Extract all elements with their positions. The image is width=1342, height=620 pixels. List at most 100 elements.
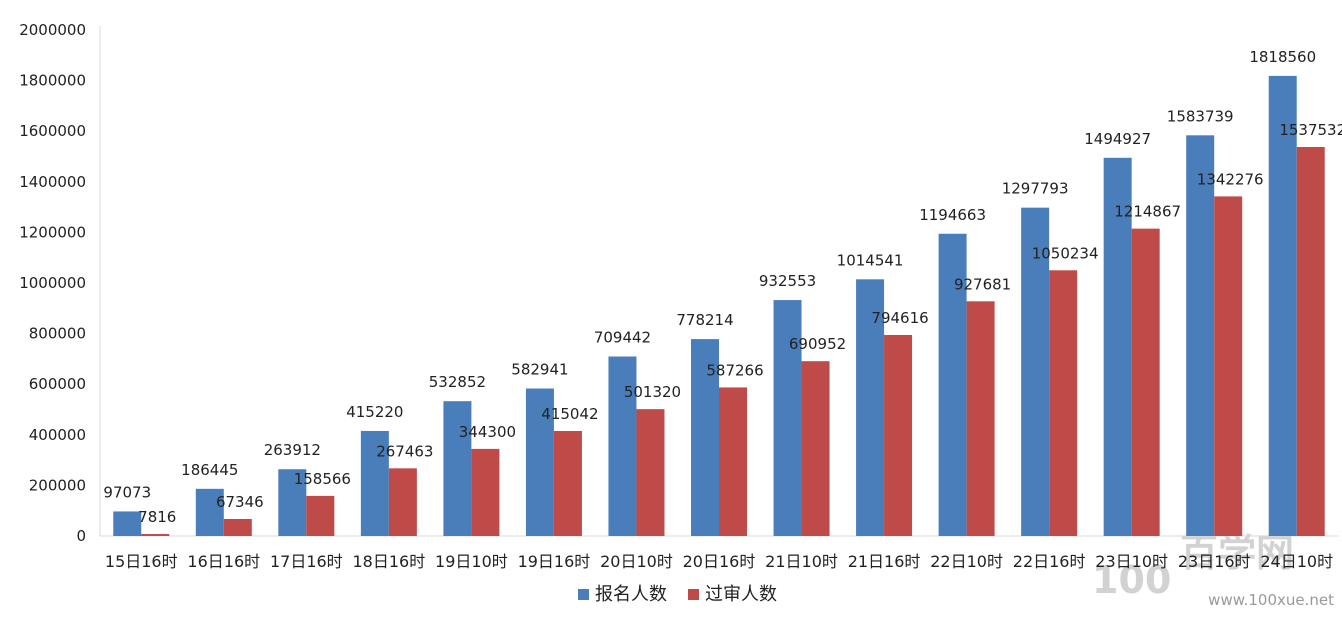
y-tick-label: 1000000 xyxy=(19,274,86,292)
data-label-series-2: 501320 xyxy=(624,383,681,401)
bar-series-1 xyxy=(691,339,719,536)
data-label-series-2: 794616 xyxy=(871,309,928,327)
bar-series-1 xyxy=(1021,207,1050,536)
y-tick-label: 0 xyxy=(76,527,86,545)
x-tick-label: 22日16时 xyxy=(1013,552,1086,571)
data-label-series-2: 158566 xyxy=(294,470,351,488)
data-label-series-1: 1583739 xyxy=(1167,107,1234,125)
bar-series-2 xyxy=(1049,270,1078,536)
bar-series-2 xyxy=(801,361,830,536)
bar-series-1 xyxy=(856,279,885,536)
data-label-series-2: 67346 xyxy=(216,493,264,511)
bar-series-1 xyxy=(113,511,142,536)
x-axis-labels: 15日16时 16日16时 17日16时 18日16时 19日10时 19日16时 20日1… xyxy=(105,552,1333,571)
bar-series-2 xyxy=(553,430,582,536)
x-tick-label: 18日16时 xyxy=(352,552,425,571)
bar-series-1 xyxy=(278,469,307,536)
data-label-series-1: 97073 xyxy=(103,483,151,501)
y-axis: 0 200000 400000 600000 800000 1000000 1200000 1… xyxy=(19,21,1338,545)
data-label-series-2: 344300 xyxy=(459,423,516,441)
data-label-series-1: 186445 xyxy=(181,461,238,479)
data-label-series-1: 415220 xyxy=(346,403,403,421)
bar-series-2 xyxy=(1296,147,1325,537)
x-tick-label: 15日16时 xyxy=(105,552,178,571)
x-tick-label: 23日10时 xyxy=(1095,552,1168,571)
legend-swatch xyxy=(578,589,589,600)
x-tick-label: 20日16时 xyxy=(683,552,756,571)
y-tick-label: 400000 xyxy=(29,426,86,444)
bar-series-2 xyxy=(223,518,252,536)
bar-series-2 xyxy=(141,534,170,536)
data-labels: 97073 7816 186445 67346 263912 158566 415220 26… xyxy=(103,48,1342,526)
data-label-series-2: 1050234 xyxy=(1032,244,1099,262)
data-label-series-2: 927681 xyxy=(954,275,1011,293)
watermark-url: www.100xue.net xyxy=(1208,591,1334,609)
bar-series-1 xyxy=(1186,135,1215,536)
data-label-series-1: 709442 xyxy=(594,329,651,347)
x-tick-label: 17日16时 xyxy=(270,552,343,571)
y-tick-label: 1800000 xyxy=(19,72,86,90)
legend: 报名人数 过审人数 xyxy=(578,584,777,605)
x-tick-label: 21日10时 xyxy=(765,552,838,571)
x-tick-label: 20日10时 xyxy=(600,552,673,571)
x-tick-label: 22日10时 xyxy=(930,552,1003,571)
data-label-series-2: 1214867 xyxy=(1114,203,1181,221)
x-tick-label: 19日10时 xyxy=(435,552,508,571)
data-label-series-2: 587266 xyxy=(706,361,763,379)
data-label-series-1: 263912 xyxy=(264,441,321,459)
y-tick-label: 2000000 xyxy=(19,21,86,39)
bar-series-1 xyxy=(608,356,637,536)
legend-swatch xyxy=(688,589,699,600)
data-label-series-1: 1494927 xyxy=(1084,130,1151,148)
data-label-series-2: 690952 xyxy=(789,335,846,353)
bar-series-1 xyxy=(360,430,389,536)
bar-series-2 xyxy=(1131,228,1160,536)
bar-series-1 xyxy=(938,233,967,537)
bar-series-2 xyxy=(719,387,747,536)
data-label-series-2: 1342276 xyxy=(1197,170,1264,188)
x-tick-label: 23日16时 xyxy=(1178,552,1251,571)
x-tick-label: 21日16时 xyxy=(848,552,921,571)
bar-series-1 xyxy=(525,388,554,536)
x-tick-label: 19日16时 xyxy=(518,552,591,571)
bar-series-1 xyxy=(773,300,802,536)
y-tick-label: 1400000 xyxy=(19,173,86,191)
data-label-series-1: 932553 xyxy=(759,272,816,290)
data-label-series-1: 582941 xyxy=(511,361,568,379)
bar-series-2 xyxy=(1214,196,1243,536)
bar-series-2 xyxy=(388,468,417,536)
y-tick-label: 600000 xyxy=(29,375,86,393)
bar-series-1 xyxy=(1268,75,1297,536)
data-label-series-2: 415042 xyxy=(541,405,598,423)
y-tick-label: 1200000 xyxy=(19,223,86,241)
y-tick-label: 800000 xyxy=(29,325,86,343)
bar-series-1 xyxy=(1103,157,1132,537)
bar-series-2 xyxy=(966,301,995,536)
watermark-number: 100 xyxy=(1092,558,1171,602)
watermark-brand: 百学网 xyxy=(1180,531,1294,575)
bar-series-2 xyxy=(306,495,335,536)
bar-series-2 xyxy=(471,448,500,536)
x-tick-label: 24日10时 xyxy=(1260,552,1333,571)
x-tick-label: 16日16时 xyxy=(187,552,260,571)
data-label-series-1: 532852 xyxy=(429,373,486,391)
data-label-series-2: 267463 xyxy=(376,442,433,460)
bars xyxy=(113,75,1325,537)
data-label-series-1: 1194663 xyxy=(919,206,986,224)
bar-series-1 xyxy=(443,401,472,536)
bar-series-2 xyxy=(636,409,665,536)
data-label-series-1: 778214 xyxy=(676,311,733,329)
data-label-series-1: 1818560 xyxy=(1249,48,1316,66)
legend-label: 报名人数 xyxy=(595,584,667,605)
data-label-series-1: 1014541 xyxy=(837,251,904,269)
bar-series-1 xyxy=(195,488,224,536)
legend-label: 过审人数 xyxy=(705,584,777,605)
y-tick-label: 200000 xyxy=(29,476,86,494)
bar-series-2 xyxy=(884,334,913,536)
y-tick-label: 1600000 xyxy=(19,122,86,140)
data-label-series-2: 1537532 xyxy=(1279,121,1342,139)
data-label-series-2: 7816 xyxy=(138,508,176,526)
